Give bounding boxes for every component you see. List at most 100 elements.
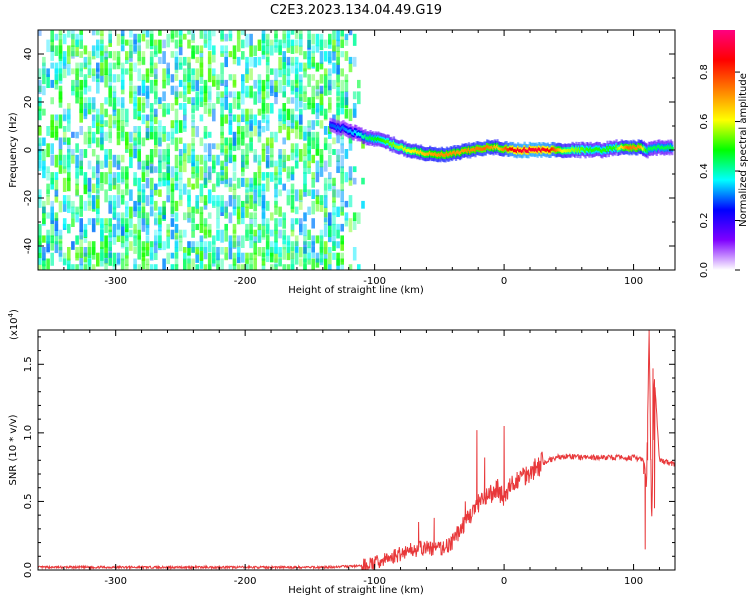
noise-cell [191,166,195,174]
noise-cell [340,143,344,154]
noise-cell [236,206,241,220]
noise-cell [265,39,270,54]
noise-cell [116,97,121,107]
noise-cell [46,143,50,158]
noise-cell [58,68,63,81]
noise-cell [42,235,46,243]
noise-cell [75,62,79,76]
noise-cell [100,183,104,191]
noise-cell [112,235,117,245]
noise-cell [116,218,121,230]
noise-cell [75,206,79,215]
noise-cell [50,223,54,238]
noise-cell [207,189,212,204]
noise-cell [104,45,108,54]
noise-cell [241,212,245,225]
noise-cell [58,235,63,244]
noise-cell [236,195,241,209]
noise-cell [245,258,249,270]
noise-cell [162,200,166,216]
noise-cell [149,149,154,163]
noise-cell [286,264,291,270]
noise-cell [154,108,158,117]
noise-cell [129,45,133,59]
noise-cell [332,137,336,145]
noise-cell [183,120,187,129]
noise-cell [91,45,96,57]
noise-cell [141,51,146,66]
noise-cell [120,189,125,198]
noise-cell [58,241,63,251]
noise-cell [178,30,183,36]
snr-y-multiplier-suffix: ) [9,309,20,313]
noise-cell [290,143,295,153]
noise-cell [104,68,108,75]
noise-cell [319,166,324,177]
noise-cell [174,183,179,191]
noise-cell [67,120,71,132]
noise-cell [137,160,141,170]
noise-cell [162,103,166,117]
noise-cell [62,177,67,192]
noise-cell [340,200,344,212]
noise-cell [46,183,50,195]
x-tick-label: 100 [624,276,643,287]
noise-cell [195,45,199,55]
noise-cell [311,45,315,54]
noise-cell [116,131,121,146]
noise-cell [166,229,170,237]
noise-cell [79,85,83,99]
noise-cell [216,79,220,91]
noise-cell [154,183,158,190]
noise-cell [220,143,224,153]
noise-cell [145,68,150,77]
noise-cell [278,154,282,167]
noise-cell [87,160,92,170]
noise-cell [67,149,71,160]
noise-cell [87,195,92,206]
noise-cell [42,258,46,267]
noise-cell [199,235,204,242]
noise-cell [79,218,83,233]
noise-cell [154,218,158,226]
noise-cell [75,235,79,245]
noise-cell [191,114,195,123]
noise-cell [137,177,141,192]
noise-cell [220,74,224,84]
noise-cell [62,200,67,212]
noise-cell [187,56,191,69]
noise-cell [257,108,262,116]
noise-cell [54,114,59,121]
noise-cell [290,39,295,46]
noise-cell [145,223,150,235]
noise-cell [328,247,332,253]
noise-cell [328,131,332,139]
noise-cell [261,212,266,226]
noise-cell [216,229,220,241]
noise-cell [79,154,83,167]
noise-cell [100,39,104,51]
noise-cell [199,30,204,39]
noise-cell [340,183,344,191]
noise-cell [154,264,158,270]
noise-cell [265,235,270,250]
noise-cell [170,85,175,95]
noise-cell [116,235,121,242]
noise-cell [245,177,249,188]
noise-cell [50,30,54,42]
noise-cell [145,85,150,99]
noise-cell [340,39,344,49]
noise-cell [236,264,241,270]
noise-cell [195,91,199,105]
noise-cell [261,149,266,162]
noise-cell [344,79,349,92]
noise-cell [303,143,307,157]
noise-cell [191,79,195,90]
noise-cell [96,30,100,36]
noise-cell [261,195,266,209]
noise-cell [245,56,249,64]
noise-cell [207,223,212,233]
noise-cell [294,154,299,163]
noise-cell [340,131,344,140]
noise-cell [170,131,175,139]
